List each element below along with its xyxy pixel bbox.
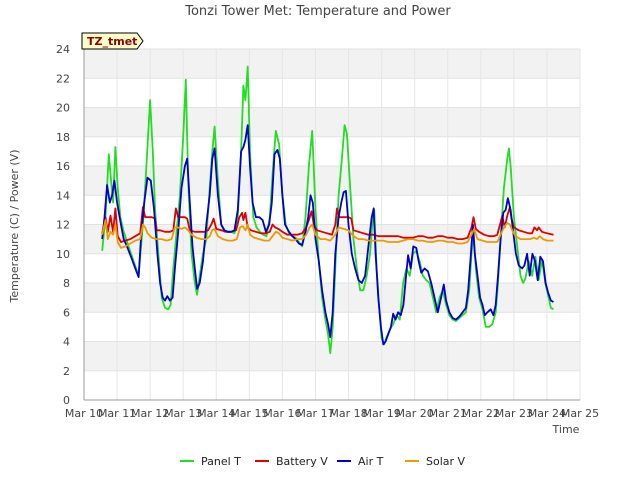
legend-label-panel-t: Panel T — [201, 455, 241, 468]
y-tick-label: 14 — [56, 189, 70, 202]
badge-label: TZ_tmet — [87, 35, 137, 48]
y-axis-label: Temperature (C) / Power (V) — [8, 149, 21, 303]
x-tick-label: Mar 22 — [462, 407, 500, 420]
x-tick-label: Mar 21 — [429, 407, 467, 420]
x-tick-label: Mar 23 — [495, 407, 533, 420]
grid-band — [84, 166, 580, 196]
legend-label-battery-v: Battery V — [276, 455, 328, 468]
y-tick-label: 4 — [63, 336, 70, 349]
y-tick-label: 12 — [56, 219, 70, 232]
y-tick-label: 18 — [56, 131, 70, 144]
x-tick-label: Mar 16 — [263, 407, 301, 420]
y-tick-label: 6 — [63, 306, 70, 319]
series-line-battery-v — [101, 206, 554, 243]
x-tick-label: Mar 19 — [362, 407, 400, 420]
y-tick-label: 10 — [56, 248, 70, 261]
axes — [83, 49, 580, 401]
x-tick-label: Mar 14 — [197, 407, 235, 420]
x-tick-label: Mar 25 — [561, 407, 599, 420]
grid-band — [84, 49, 580, 79]
x-tick-label: Mar 12 — [131, 407, 169, 420]
y-tick-label: 2 — [63, 365, 70, 378]
y-tick-label: 20 — [56, 102, 70, 115]
grid-band — [84, 107, 580, 137]
x-tick-label: Mar 13 — [164, 407, 202, 420]
y-tick-label: 8 — [63, 277, 70, 290]
grid-band — [84, 341, 580, 371]
series-line-solar-v — [101, 219, 554, 249]
x-tick-label: Mar 18 — [329, 407, 367, 420]
station-badge: TZ_tmet — [81, 32, 144, 50]
legend-label-solar-v: Solar V — [426, 455, 466, 468]
x-tick-label: Mar 10 — [65, 407, 103, 420]
series-lines — [101, 65, 554, 355]
x-tick-label: Mar 15 — [230, 407, 268, 420]
series-line-panel-t — [101, 65, 554, 355]
chart-title: Tonzi Tower Met: Temperature and Power — [184, 4, 451, 19]
y-tick-label: 16 — [56, 160, 70, 173]
y-tick-label: 22 — [56, 72, 70, 85]
badge-box — [81, 32, 144, 50]
x-axis-label: Time — [552, 423, 580, 436]
legend-label-air-t: Air T — [358, 455, 384, 468]
x-tick-label: Mar 17 — [296, 407, 334, 420]
y-tick-label: 24 — [56, 43, 70, 56]
x-tick-label: Mar 11 — [98, 407, 136, 420]
legend: Panel T Battery V Air T Solar V — [180, 455, 466, 468]
x-tick-label: Mar 24 — [528, 407, 566, 420]
y-tick-label: 0 — [63, 394, 70, 407]
x-tick-label: Mar 20 — [396, 407, 434, 420]
series-line-air-t — [101, 124, 554, 346]
